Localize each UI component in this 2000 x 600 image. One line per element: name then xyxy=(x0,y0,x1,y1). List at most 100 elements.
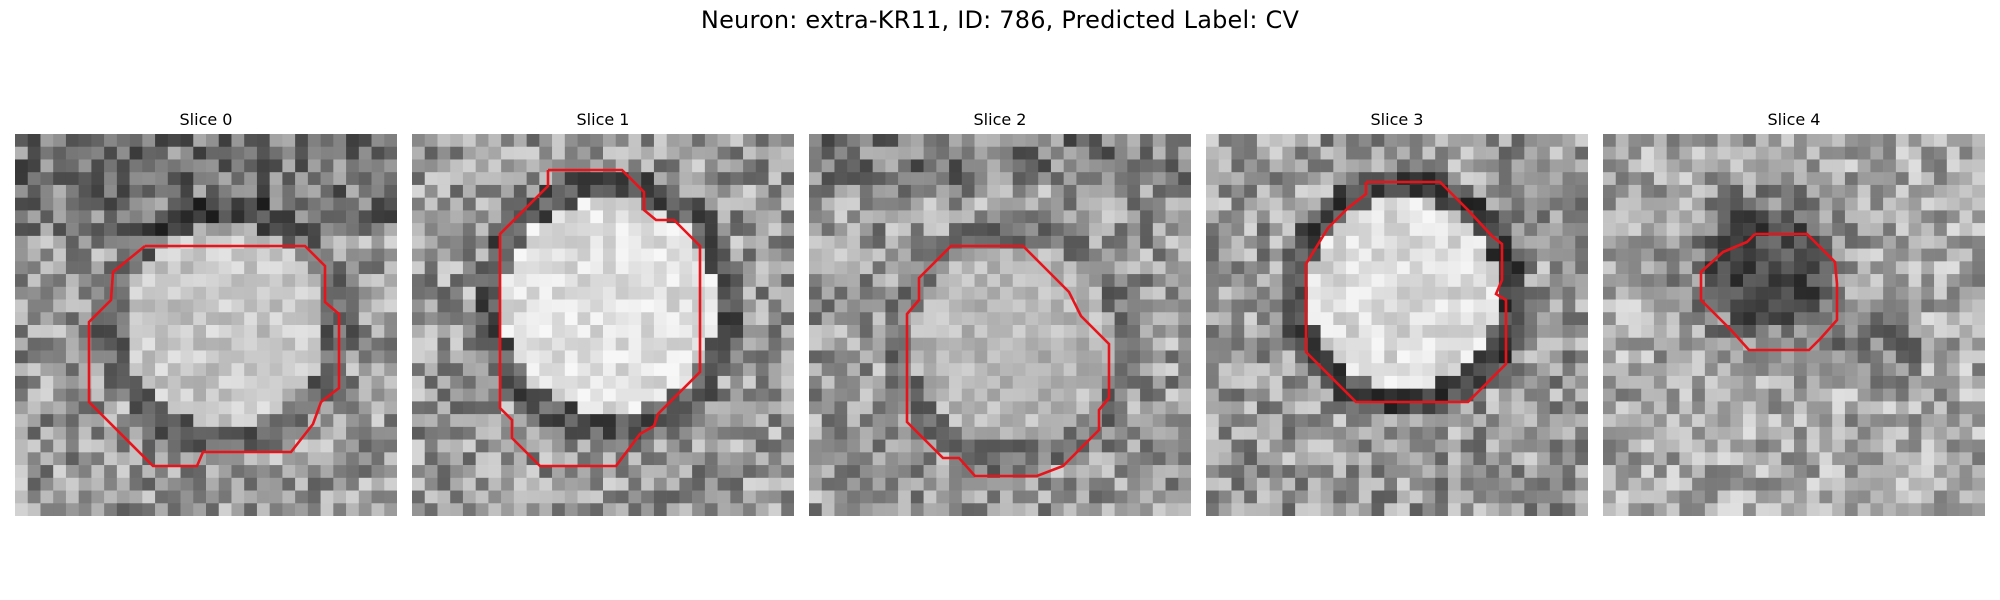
pixel xyxy=(65,325,79,339)
pixel xyxy=(27,184,41,198)
pixel xyxy=(1486,477,1500,491)
pixel xyxy=(1730,197,1744,211)
pixel xyxy=(1628,350,1642,364)
pixel xyxy=(1781,299,1795,313)
pixel xyxy=(898,223,912,237)
pixel xyxy=(206,465,220,479)
pixel xyxy=(1666,465,1680,479)
pixel xyxy=(1819,350,1833,364)
pixel xyxy=(653,503,667,516)
pixel xyxy=(1641,134,1655,148)
pixel xyxy=(244,439,258,453)
pixel xyxy=(307,299,321,313)
pixel xyxy=(1870,159,1884,173)
pixel xyxy=(1679,414,1693,428)
pixel xyxy=(872,159,886,173)
pixel xyxy=(155,414,169,428)
pixel xyxy=(809,375,823,389)
pixel xyxy=(462,172,476,186)
pixel xyxy=(859,337,873,351)
pixel xyxy=(821,490,835,504)
pixel xyxy=(564,223,578,237)
pixel xyxy=(1101,223,1115,237)
pixel xyxy=(1934,312,1948,326)
pixel xyxy=(488,414,502,428)
pixel xyxy=(206,439,220,453)
pixel xyxy=(859,248,873,262)
pixel xyxy=(526,375,540,389)
pixel xyxy=(1101,286,1115,300)
pixel xyxy=(371,325,385,339)
pixel xyxy=(692,184,706,198)
pixel xyxy=(193,248,207,262)
pixel xyxy=(1447,261,1461,275)
pixel xyxy=(358,184,372,198)
pixel xyxy=(1422,134,1436,148)
pixel xyxy=(384,452,397,466)
pixel xyxy=(1025,401,1039,415)
pixel xyxy=(1435,363,1449,377)
pixel xyxy=(1895,490,1909,504)
pixel xyxy=(424,414,438,428)
pixel xyxy=(1562,159,1576,173)
pixel xyxy=(1895,172,1909,186)
pixel xyxy=(577,363,591,377)
pixel xyxy=(653,261,667,275)
pixel xyxy=(501,248,515,262)
pixel xyxy=(1050,248,1064,262)
pixel xyxy=(1628,184,1642,198)
pixel xyxy=(40,388,54,402)
pixel xyxy=(1282,210,1296,224)
pixel xyxy=(1333,350,1347,364)
pixel xyxy=(129,363,143,377)
pixel xyxy=(1447,134,1461,148)
pixel xyxy=(1653,235,1667,249)
pixel xyxy=(717,134,731,148)
pixel xyxy=(193,325,207,339)
pixel xyxy=(641,414,655,428)
pixel xyxy=(1218,350,1232,364)
pixel xyxy=(666,490,680,504)
pixel xyxy=(1908,146,1922,160)
pixel xyxy=(628,388,642,402)
pixel xyxy=(1256,274,1270,288)
pixel xyxy=(488,274,502,288)
pixel xyxy=(129,235,143,249)
pixel xyxy=(27,210,41,224)
pixel xyxy=(679,363,693,377)
pixel xyxy=(1641,299,1655,313)
pixel xyxy=(231,325,245,339)
pixel xyxy=(142,477,156,491)
pixel xyxy=(1603,159,1617,173)
pixel xyxy=(910,312,924,326)
pixel xyxy=(859,388,873,402)
pixel xyxy=(1282,184,1296,198)
pixel xyxy=(1282,197,1296,211)
pixel xyxy=(885,452,899,466)
pixel xyxy=(450,286,464,300)
pixel xyxy=(1934,503,1948,516)
pixel xyxy=(1206,375,1220,389)
pixel xyxy=(384,503,397,516)
pixel xyxy=(231,159,245,173)
pixel xyxy=(1883,210,1897,224)
pixel xyxy=(1781,375,1795,389)
pixel xyxy=(834,235,848,249)
pixel xyxy=(15,210,29,224)
pixel xyxy=(1692,401,1706,415)
pixel xyxy=(872,477,886,491)
pixel xyxy=(974,210,988,224)
pixel xyxy=(1575,426,1588,440)
pixel xyxy=(1883,134,1897,148)
pixel xyxy=(1307,465,1321,479)
pixel xyxy=(320,401,334,415)
pixel xyxy=(142,248,156,262)
pixel xyxy=(936,210,950,224)
pixel xyxy=(488,146,502,160)
pixel xyxy=(1127,184,1141,198)
pixel xyxy=(961,223,975,237)
pixel xyxy=(1524,388,1538,402)
pixel xyxy=(1422,477,1436,491)
pixel xyxy=(1282,363,1296,377)
pixel xyxy=(346,490,360,504)
